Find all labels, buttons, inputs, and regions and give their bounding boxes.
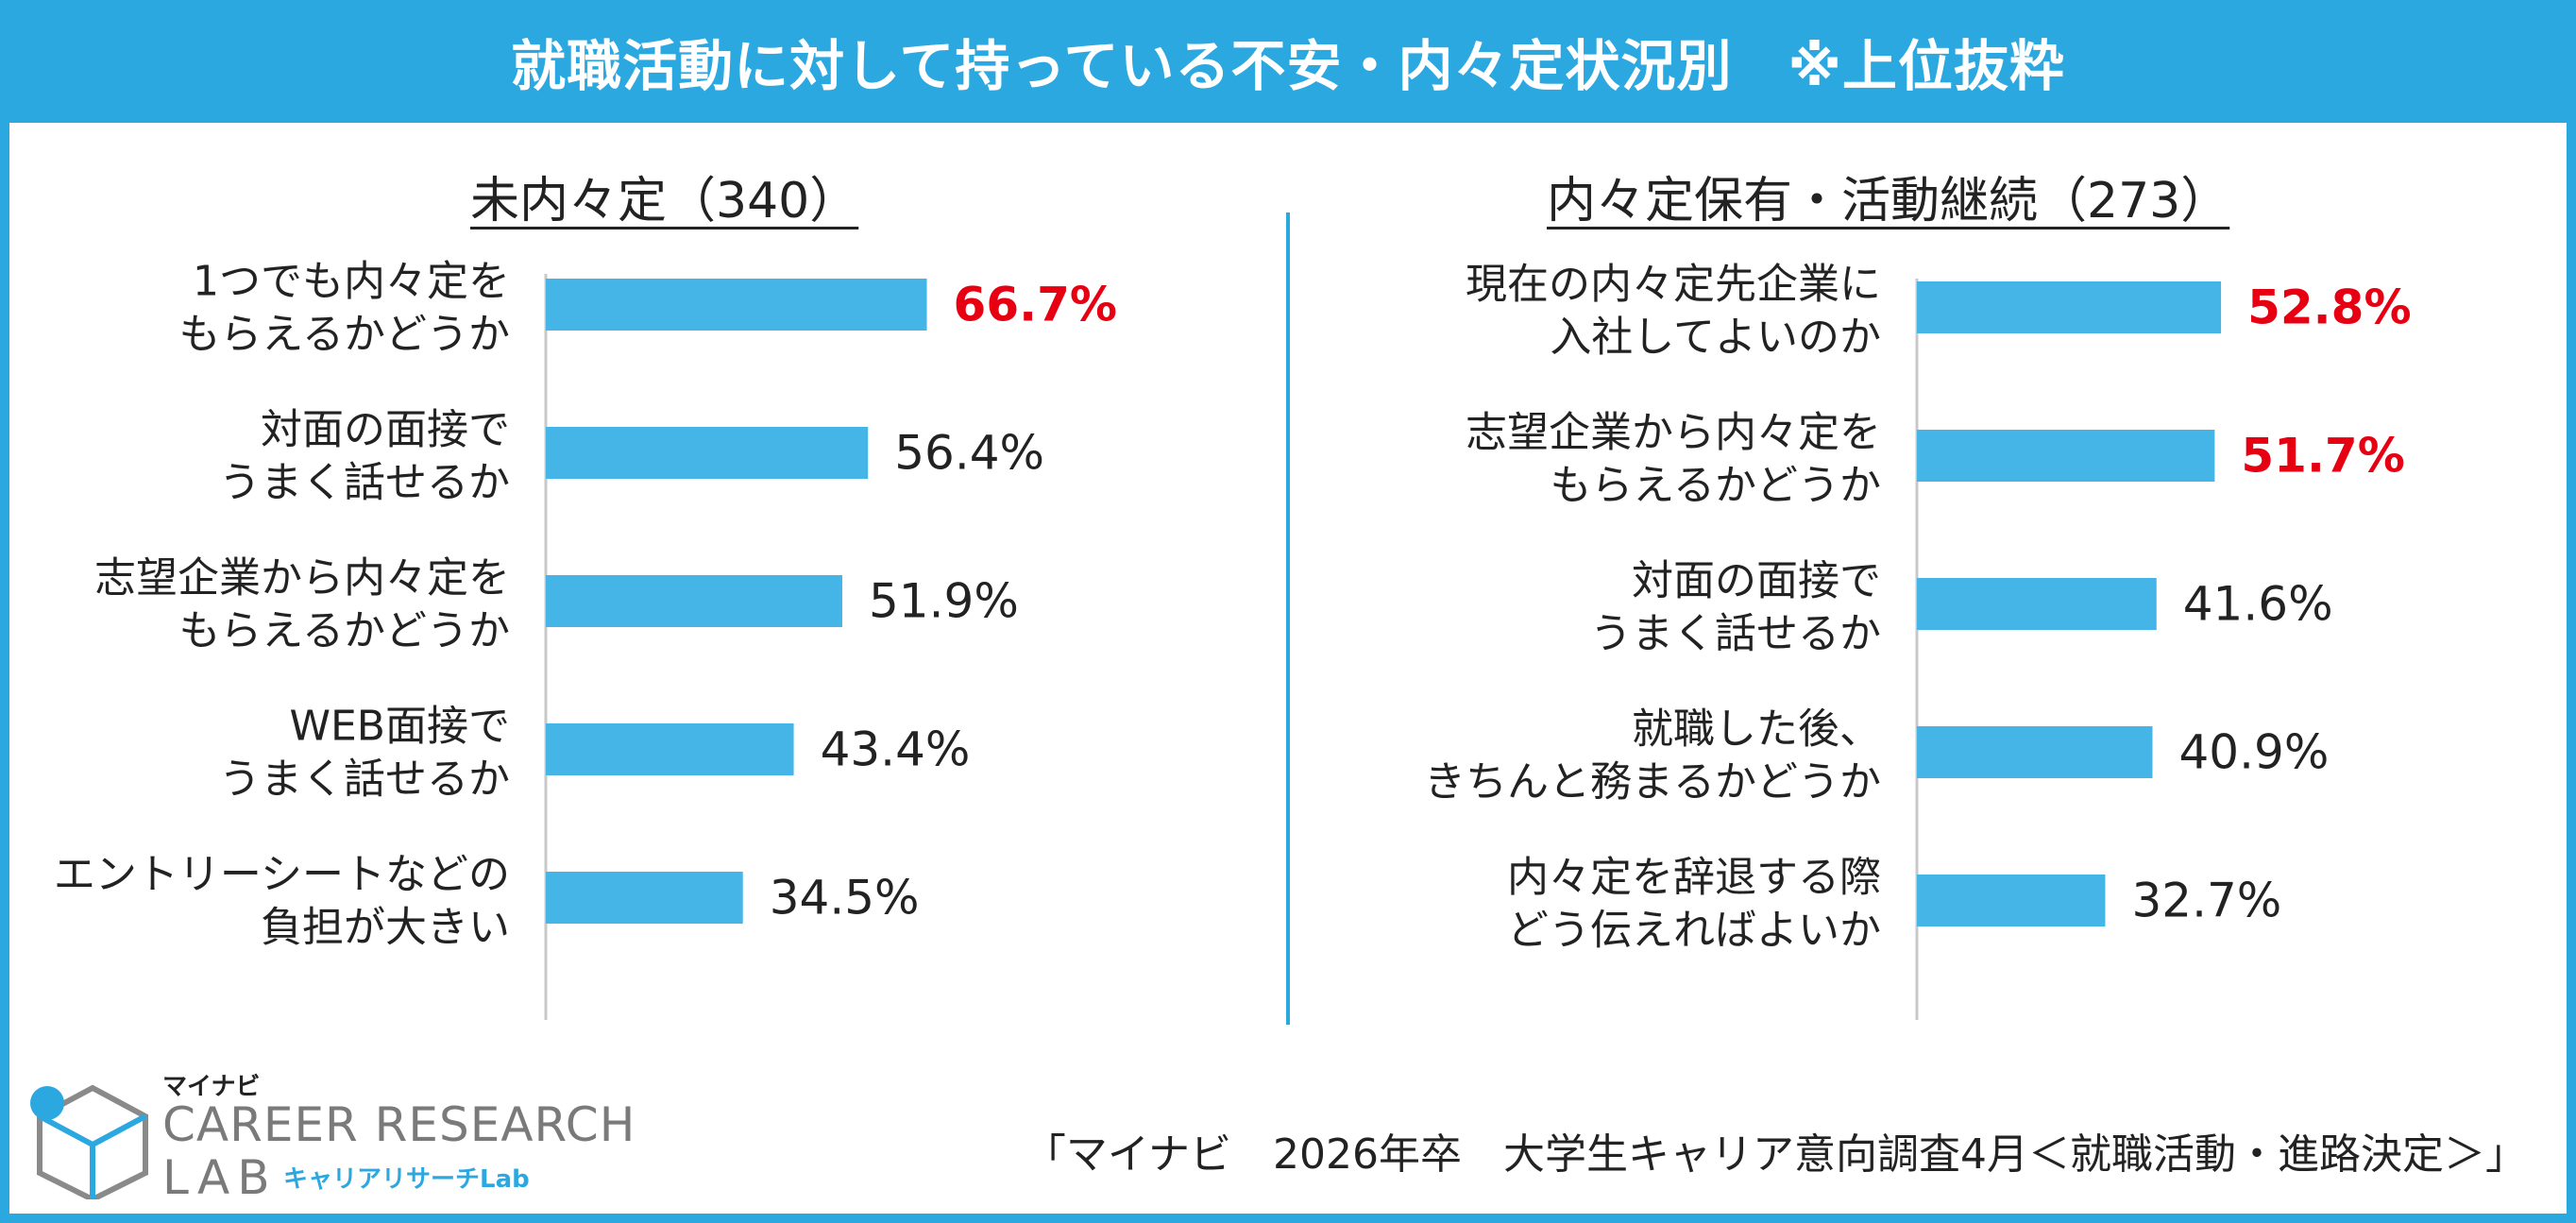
category-label: 就職した後、 (1632, 705, 1881, 754)
category-label: どう伝えればよいか (1507, 907, 1881, 955)
category-label: 志望企業から内々定を (94, 554, 510, 603)
value-label: 41.6% (2183, 577, 2333, 632)
value-label: 43.4% (821, 722, 971, 777)
category-label: うまく話せるか (1590, 610, 1881, 658)
bar-left-0 (546, 279, 927, 331)
bar-right-2 (1917, 578, 2157, 630)
bar-right-0 (1917, 281, 2222, 333)
value-label: 34.5% (770, 871, 920, 926)
value-label: 56.4% (894, 426, 1044, 481)
bar-right-4 (1917, 875, 2106, 926)
category-label: うまく話せるか (219, 756, 510, 804)
panel-divider (1286, 212, 1290, 1025)
bar-left-4 (546, 872, 743, 924)
category-label: 現在の内々定先企業に (1466, 261, 1881, 309)
panel-title-left: 未内々定（340） (470, 173, 859, 229)
category-label: 対面の面接で (1632, 557, 1881, 605)
page-title: 就職活動に対して持っている不安・内々定状況別 ※上位抜粋 (0, 0, 2576, 123)
bar-right-1 (1917, 430, 2215, 482)
category-label: エントリーシートなどの (54, 851, 510, 899)
category-label: 対面の面接で (261, 406, 510, 454)
value-label: 51.7% (2241, 429, 2404, 484)
bar-right-3 (1917, 726, 2153, 778)
logo-brand-lab: LAB (162, 1150, 278, 1205)
category-label: きちんと務まるかどうか (1424, 758, 1881, 807)
bar-left-1 (546, 427, 869, 479)
category-label: うまく話せるか (219, 459, 510, 507)
value-label: 52.8% (2247, 280, 2411, 335)
value-label: 66.7% (954, 278, 1117, 332)
bar-left-3 (546, 723, 794, 775)
category-label: WEB面接で (290, 703, 511, 751)
bar-left-2 (546, 575, 842, 627)
category-label: 入社してよいのか (1550, 314, 1881, 362)
panel-title-right: 内々定保有・活動継続（273） (1547, 173, 2230, 229)
category-label: 志望企業から内々定を (1466, 409, 1881, 457)
category-label: 1つでも内々定を (193, 258, 510, 306)
category-label: もらえるかどうか (178, 311, 510, 359)
value-label: 32.7% (2131, 874, 2281, 928)
logo (26, 1067, 593, 1199)
value-label: 51.9% (869, 574, 1019, 629)
logo-cube-icon (30, 1084, 148, 1199)
logo-brand-main: CAREER RESEARCH (162, 1097, 636, 1152)
source-citation: 「マイナビ 2026年卒 大学生キャリア意向調査4月＜就職活動・進路決定＞」 (1024, 1130, 2527, 1179)
category-label: 内々定を辞退する際 (1507, 854, 1881, 902)
category-label: もらえるかどうか (1550, 462, 1881, 510)
value-label: 40.9% (2178, 725, 2329, 780)
logo-brand-small: マイナビ (162, 1073, 261, 1101)
category-label: 負担が大きい (261, 904, 510, 952)
logo-brand-sub: キャリアリサーチLab (283, 1165, 530, 1194)
category-label: もらえるかどうか (178, 607, 510, 655)
